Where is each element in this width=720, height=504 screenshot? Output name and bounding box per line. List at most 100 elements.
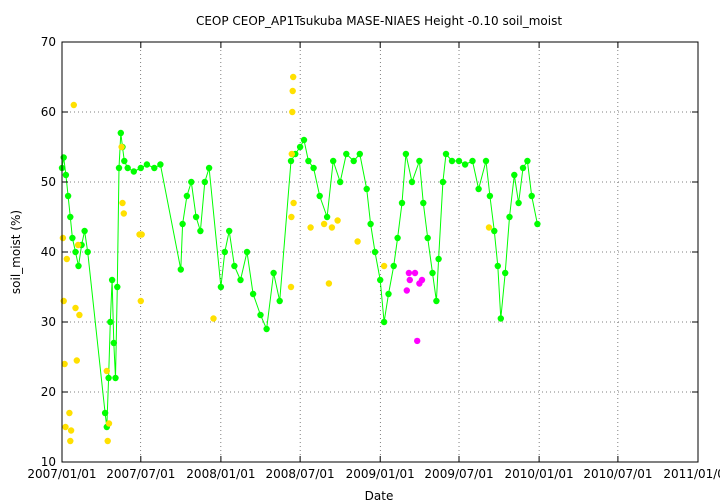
data-point xyxy=(108,276,116,284)
data-point xyxy=(121,157,128,165)
data-point xyxy=(226,227,233,235)
series-1 xyxy=(59,73,493,445)
data-point xyxy=(120,210,128,217)
data-point xyxy=(151,164,158,172)
data-point xyxy=(157,161,164,168)
x-axis-label: Date xyxy=(365,489,394,503)
data-point xyxy=(325,280,333,287)
data-point xyxy=(486,192,494,200)
x-tick-label: 2009/07/01 xyxy=(424,467,493,481)
data-point xyxy=(469,157,476,165)
data-point xyxy=(414,337,421,345)
data-point xyxy=(491,227,498,235)
data-point xyxy=(320,220,328,228)
x-tick-label: 2007/01/01 xyxy=(27,467,96,481)
data-point xyxy=(494,262,501,270)
data-point xyxy=(130,168,137,175)
data-point xyxy=(201,178,208,186)
data-point xyxy=(439,178,447,186)
data-point xyxy=(101,409,109,417)
x-tick-label: 2010/07/01 xyxy=(583,467,652,481)
data-point xyxy=(69,234,76,242)
data-point xyxy=(482,157,490,165)
data-point xyxy=(515,199,522,207)
data-point xyxy=(221,248,228,256)
data-point xyxy=(59,234,67,242)
series-2 xyxy=(403,269,426,345)
data-point xyxy=(107,318,114,326)
data-point xyxy=(60,297,67,305)
data-point xyxy=(385,290,392,298)
data-point xyxy=(263,325,270,333)
data-point xyxy=(64,192,72,200)
data-point xyxy=(290,199,297,207)
data-point xyxy=(76,311,83,319)
data-point xyxy=(502,269,509,277)
data-point xyxy=(243,248,251,256)
data-point xyxy=(231,262,238,270)
y-tick-label: 70 xyxy=(41,35,56,49)
data-point xyxy=(354,238,361,245)
data-point xyxy=(257,311,264,319)
data-point xyxy=(448,157,456,165)
data-point xyxy=(394,234,401,242)
data-point xyxy=(485,224,493,231)
data-point xyxy=(334,217,341,224)
data-point xyxy=(276,297,283,305)
data-point xyxy=(62,423,69,431)
x-tick-label: 2008/01/01 xyxy=(186,467,255,481)
data-point xyxy=(66,409,73,417)
data-point xyxy=(287,157,295,165)
data-point xyxy=(73,357,81,364)
y-tick-label: 30 xyxy=(41,315,56,329)
data-point xyxy=(406,276,413,284)
data-point xyxy=(305,157,312,165)
data-point xyxy=(105,374,112,382)
data-point xyxy=(84,248,91,256)
data-point xyxy=(138,231,145,238)
data-point xyxy=(506,213,513,221)
data-point xyxy=(534,220,541,228)
data-point xyxy=(316,192,323,200)
data-point xyxy=(416,157,423,165)
series-0 xyxy=(58,129,541,431)
data-point xyxy=(337,178,344,186)
data-point xyxy=(411,269,419,277)
data-point xyxy=(289,108,296,116)
data-point xyxy=(60,154,67,161)
data-point xyxy=(119,199,126,207)
data-point xyxy=(114,283,121,291)
data-point xyxy=(72,304,79,312)
data-point xyxy=(210,315,217,322)
data-point xyxy=(418,276,426,284)
data-point xyxy=(81,227,88,235)
data-point xyxy=(307,224,314,231)
data-point xyxy=(217,283,225,291)
data-point xyxy=(183,192,191,200)
data-point xyxy=(290,73,297,81)
data-point xyxy=(380,318,388,326)
data-point xyxy=(112,374,119,382)
data-point xyxy=(197,227,204,235)
x-tick-label: 2011/01/01 xyxy=(663,467,720,481)
data-point xyxy=(143,161,151,168)
data-point xyxy=(402,150,410,158)
x-tick-label: 2007/07/01 xyxy=(106,467,175,481)
data-point xyxy=(118,143,125,151)
data-point xyxy=(67,427,75,434)
data-point xyxy=(249,290,257,298)
data-point xyxy=(343,150,350,158)
data-point xyxy=(511,171,518,179)
y-tick-label: 60 xyxy=(41,105,56,119)
data-point xyxy=(70,101,78,109)
data-point xyxy=(310,164,317,172)
data-point xyxy=(420,199,427,207)
data-point xyxy=(75,262,82,270)
data-point xyxy=(103,367,111,375)
data-point xyxy=(363,185,370,193)
data-point xyxy=(330,157,337,165)
data-point xyxy=(398,199,406,207)
y-tick-label: 50 xyxy=(41,175,56,189)
data-point xyxy=(390,262,397,270)
